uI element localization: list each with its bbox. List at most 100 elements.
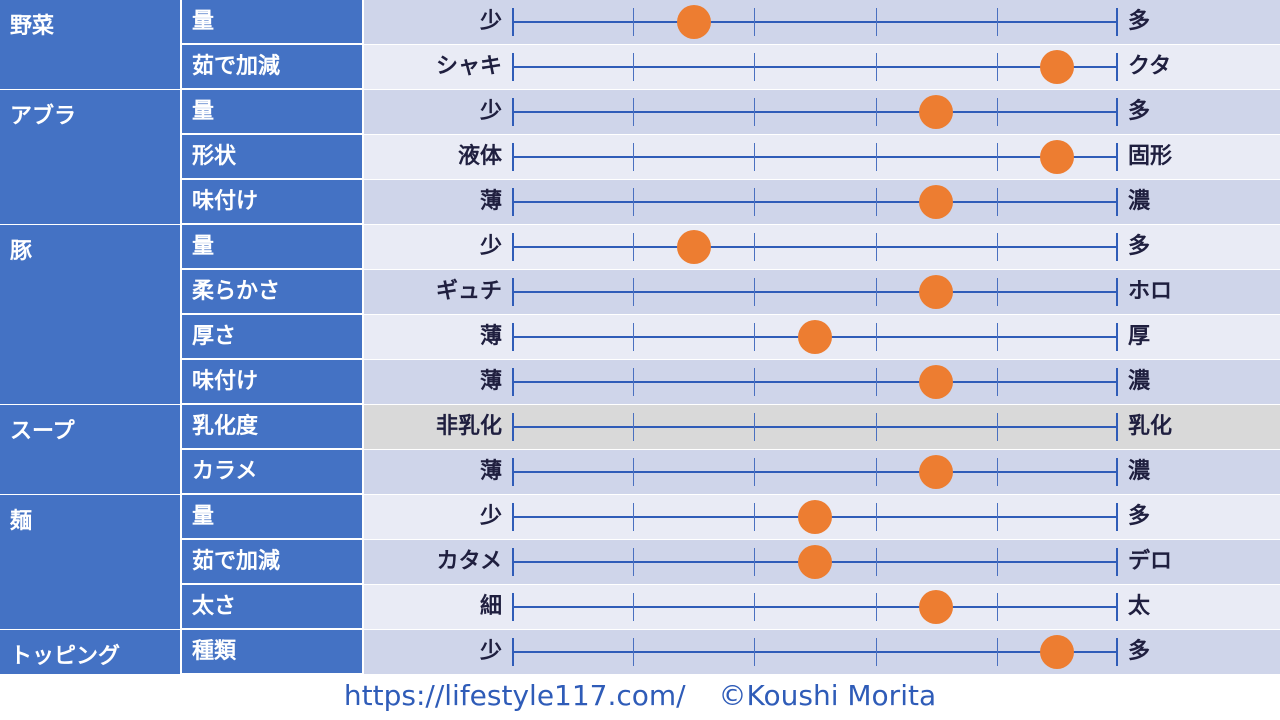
scale-tick — [633, 503, 635, 531]
scale-min-label: 細 — [479, 594, 502, 619]
scale-axis — [512, 606, 1118, 608]
scale-min-label: シャキ — [435, 54, 502, 79]
parameter-label: 柔らかさ — [182, 270, 362, 314]
scale-axis — [512, 426, 1118, 428]
scale-tick — [875, 638, 877, 666]
footer-url[interactable]: https://lifestyle117.com/ — [343, 679, 686, 712]
scale-max-label: 太 — [1128, 594, 1151, 619]
scale-tick — [633, 53, 635, 81]
rating-marker — [676, 230, 711, 264]
scale-max-label: 濃 — [1128, 459, 1151, 484]
footer-copyright: ©Koushi Morita — [718, 679, 937, 712]
scale-tick — [754, 323, 756, 351]
parameter-label: 味付け — [182, 360, 362, 404]
scale-tick — [754, 413, 756, 441]
parameter-label: 厚さ — [182, 315, 362, 359]
scale-tick — [875, 278, 877, 306]
scale-tick — [996, 8, 998, 36]
scale-cell: 少多 — [364, 0, 1280, 45]
taste-profile-chart: 野菜量少多茹で加減 シャキ クタ アブラ量少多形状 液体 固形 味付け薄濃豚量少多柔らかさギ… — [0, 0, 1280, 675]
scale-tick — [754, 278, 756, 306]
scale-tick — [633, 8, 635, 36]
table-row: 茹で加減 カタメ デロ — [0, 540, 1280, 585]
parameter-label: 量 — [182, 225, 362, 269]
scale-cell: シャキ クタ — [364, 45, 1280, 90]
scale-min-label: 薄 — [479, 459, 502, 484]
scale-min-label: 薄 — [479, 324, 502, 349]
scale-tick — [1116, 548, 1118, 576]
scale-max-label: 固形 — [1128, 144, 1173, 169]
table-row: カラメ薄濃 — [0, 450, 1280, 495]
scale-tick — [996, 323, 998, 351]
scale-min-label: 少 — [479, 504, 502, 529]
scale-axis — [512, 291, 1118, 293]
scale-tick — [633, 143, 635, 171]
scale-tick — [1116, 188, 1118, 216]
scale-tick — [875, 413, 877, 441]
parameter-label: 量 — [182, 0, 362, 44]
scale-tick — [996, 413, 998, 441]
scale-cell: 薄濃 — [364, 450, 1280, 495]
scale-cell: 少多 — [364, 630, 1280, 675]
table-row: 量少多 — [0, 0, 1280, 45]
scale-tick — [996, 593, 998, 621]
scale-tick — [1116, 503, 1118, 531]
parameter-label: 形状 — [182, 135, 362, 179]
scale-tick — [996, 98, 998, 126]
scale-axis — [512, 246, 1118, 248]
scale-tick — [512, 503, 514, 531]
rating-marker — [919, 95, 954, 129]
scale-tick — [996, 233, 998, 261]
rating-marker — [919, 185, 954, 219]
scale-cell: 少多 — [364, 225, 1280, 270]
scale-tick — [875, 233, 877, 261]
table-row: 味付け薄濃 — [0, 360, 1280, 405]
rating-marker — [1040, 635, 1075, 669]
scale-max-label: 多 — [1128, 234, 1151, 259]
scale-axis — [512, 651, 1118, 653]
scale-tick — [512, 548, 514, 576]
scale-tick — [754, 98, 756, 126]
scale-tick — [633, 368, 635, 396]
scale-min-label: 少 — [479, 9, 502, 34]
category-cell: 麺 — [0, 495, 180, 630]
scale-tick — [754, 593, 756, 621]
scale-tick — [875, 458, 877, 486]
scale-cell: 細太 — [364, 585, 1280, 630]
rating-marker — [919, 455, 954, 489]
table-row: 種類少多 — [0, 630, 1280, 675]
table-row: 量少多 — [0, 495, 1280, 540]
scale-max-label: 多 — [1128, 99, 1151, 124]
scale-tick — [512, 413, 514, 441]
scale-tick — [754, 233, 756, 261]
scale-tick — [633, 233, 635, 261]
scale-max-label: ホロ — [1128, 279, 1173, 304]
scale-max-label: 多 — [1128, 639, 1151, 664]
scale-tick — [875, 548, 877, 576]
scale-min-label: 非乳化 — [435, 414, 502, 439]
scale-axis — [512, 111, 1118, 113]
scale-axis — [512, 156, 1118, 158]
scale-cell: 薄濃 — [364, 180, 1280, 225]
scale-tick — [512, 143, 514, 171]
scale-tick — [1116, 593, 1118, 621]
scale-tick — [875, 323, 877, 351]
scale-tick — [633, 98, 635, 126]
table-row: 厚さ薄厚 — [0, 315, 1280, 360]
scale-min-label: 薄 — [479, 189, 502, 214]
rating-marker — [798, 320, 832, 354]
scale-tick — [1116, 323, 1118, 351]
scale-cell: 液体 固形 — [364, 135, 1280, 180]
scale-tick — [1116, 458, 1118, 486]
scale-tick — [875, 503, 877, 531]
scale-tick — [754, 53, 756, 81]
scale-tick — [1116, 278, 1118, 306]
parameter-label: 量 — [182, 495, 362, 539]
scale-tick — [512, 593, 514, 621]
rating-marker — [919, 590, 954, 624]
table-row: 量少多 — [0, 90, 1280, 135]
parameter-label: 茹で加減 — [182, 540, 362, 584]
scale-tick — [754, 458, 756, 486]
scale-min-label: 少 — [479, 639, 502, 664]
scale-tick — [512, 53, 514, 81]
